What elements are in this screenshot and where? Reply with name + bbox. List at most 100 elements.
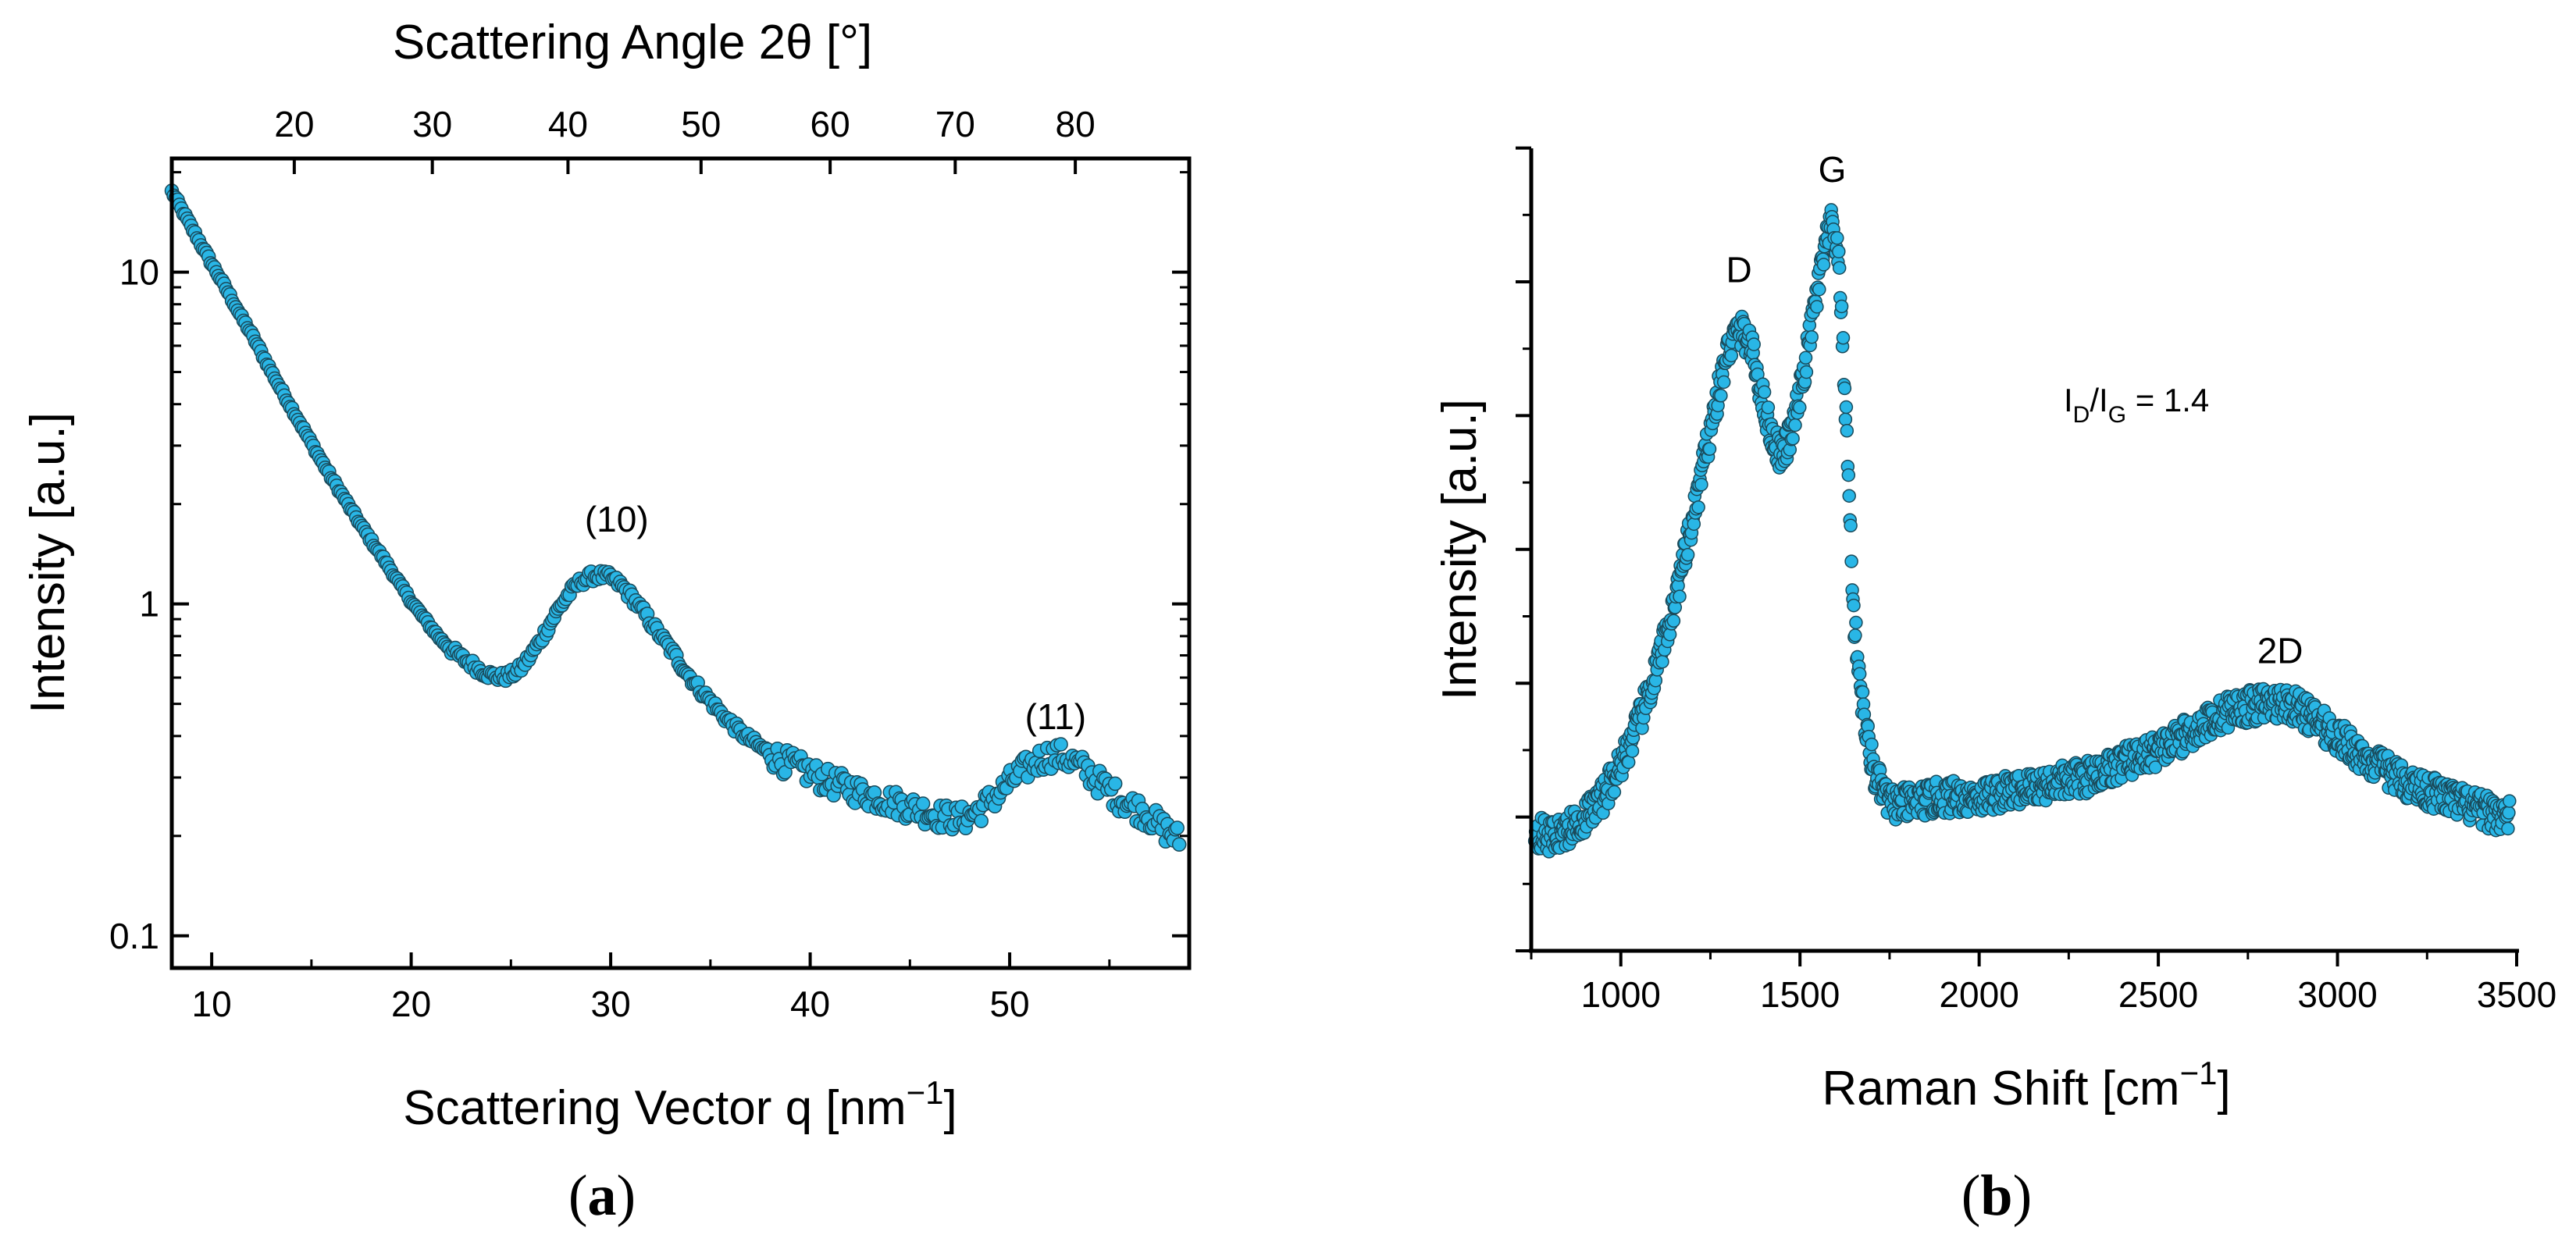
panel-a-top-tick-label: 30 <box>412 104 452 144</box>
panel-b-data-point <box>2502 806 2516 820</box>
panel-a-x-axis-label-sup: −1 <box>907 1074 944 1111</box>
panel-b-data-point <box>1680 547 1695 562</box>
panel-b-data-point <box>1666 614 1681 628</box>
panel-b-x-tick-label: 1000 <box>1581 974 1661 1015</box>
panel-b-data-point <box>1830 231 1844 245</box>
annotation-peak-10: (10) <box>585 499 649 539</box>
annotation-2d-band: 2D <box>2257 631 2303 671</box>
panel-a-top-tick-label: 70 <box>935 104 975 144</box>
panel-b-data-point <box>1673 589 1687 603</box>
panel-b-data-point <box>1625 744 1640 758</box>
panel-b-data-point <box>1691 500 1705 514</box>
panel-b-data-point <box>1757 385 1772 400</box>
annotation-peak-11: (11) <box>1025 696 1086 737</box>
panel-b-data-point <box>1694 477 1708 492</box>
ratio-label-slash: / <box>2090 382 2099 418</box>
panel-b-data-point <box>1702 442 1717 456</box>
panel-b-data-point <box>1716 375 1731 390</box>
panel-b-data-point <box>1786 432 1800 446</box>
panel-b-data-point <box>1798 351 1813 365</box>
panel-a-x-tick-label: 30 <box>590 984 630 1024</box>
panel-b-data-point <box>1844 554 1858 568</box>
caption-b-letter: b <box>1980 1164 2012 1228</box>
panel-b-data-point <box>1816 258 1831 272</box>
panel-a-plot-frame <box>169 156 1192 970</box>
panel-a-y-tick-label: 1 <box>139 584 159 625</box>
panel-b-data-point <box>2501 821 2515 836</box>
panel-b-x-tick-label: 3500 <box>2477 974 2556 1015</box>
caption-b: (b) <box>1961 1164 2032 1228</box>
panel-b-y-axis-label: Intensity [a.u.] <box>1433 399 1487 700</box>
panel-b-data-point <box>1832 244 1846 258</box>
panel-a-x-axis-label: Scattering Vector q [nm−1] <box>403 1074 957 1135</box>
panel-b-data-point <box>1793 400 1807 415</box>
caption-a: (a) <box>568 1164 636 1228</box>
annotation-d-band: D <box>1726 249 1752 290</box>
panel-a-data-point <box>1171 837 1187 852</box>
panel-a-y-tick-label: 10 <box>119 252 159 293</box>
panel-b: 1000 1500 2000 2500 3000 3500 Raman Shift [cm… <box>1433 146 2556 1116</box>
ratio-label-sub-d: D <box>2073 402 2090 428</box>
panel-b-data-point <box>1761 400 1776 415</box>
panel-b-data-point <box>1837 381 1852 396</box>
panel-b-data-point <box>1607 785 1622 799</box>
ratio-label-i1: I <box>2064 382 2073 418</box>
caption-b-open: ( <box>1961 1164 1981 1228</box>
panel-b-data-points <box>1527 203 2517 859</box>
caption-a-open: ( <box>568 1164 588 1228</box>
panel-b-x-axis-label-main: Raman Shift [cm <box>1822 1062 2179 1116</box>
panel-a-x-tick-label: 40 <box>790 984 830 1024</box>
panel-a-x-axis-label-end: ] <box>944 1081 957 1135</box>
panel-b-data-point <box>1687 517 1701 531</box>
panel-b-x-axis-label: Raman Shift [cm−1] <box>1822 1055 2230 1116</box>
panel-b-data-point <box>1812 282 1826 297</box>
panel-b-x-tick-label: 2500 <box>2118 974 2198 1015</box>
panel-b-data-point <box>1810 300 1824 314</box>
panel-a-data-point <box>1107 776 1123 792</box>
panel-a-y-tick-label: 0.1 <box>109 916 159 956</box>
panel-b-data-point <box>1847 598 1861 613</box>
panel-a-data-point <box>1170 820 1185 835</box>
panel-b-data-point <box>1841 468 1856 482</box>
caption-b-close: ) <box>2013 1164 2033 1228</box>
panel-b-x-tick-label: 2000 <box>1939 974 2018 1015</box>
panel-a-x-tick-label: 20 <box>391 984 431 1024</box>
panel-b-data-point <box>1714 389 1728 403</box>
panel-b-data-point <box>1839 400 1854 415</box>
panel-b-data-point <box>1805 329 1819 344</box>
ratio-label-i2: I <box>2099 382 2108 418</box>
panel-b-x-axis-label-sup: −1 <box>2180 1055 2218 1091</box>
ratio-label: ID/IG = 1.4 <box>2064 382 2209 428</box>
panel-a-x-tick-label: 50 <box>989 984 1029 1024</box>
panel-b-data-point <box>1838 412 1853 426</box>
panel-a-y-axis-label: Intensity [a.u.] <box>21 412 75 714</box>
panel-b-data-point <box>1799 365 1814 379</box>
panel-b-data-point <box>1848 628 1862 642</box>
panel-b-data-point <box>1855 685 1870 699</box>
panel-a-x-axis-label-main: Scattering Vector q [nm <box>403 1081 906 1135</box>
panel-b-data-point <box>1788 418 1802 432</box>
panel-a-ticks: 10 20 30 40 50 20 30 40 50 60 70 80 0.1 1 10 <box>109 104 1189 1024</box>
ratio-label-value: = 1.4 <box>2126 382 2209 418</box>
panel-a-data-point <box>974 813 989 828</box>
panel-a-top-tick-label: 40 <box>548 104 588 144</box>
annotation-g-band: G <box>1819 149 1847 190</box>
panel-b-ticks: 1000 1500 2000 2500 3000 3500 <box>1516 146 2556 1015</box>
panel-a-top-axis-label: Scattering Angle 2θ [°] <box>393 16 872 69</box>
panel-b-x-tick-label: 1500 <box>1760 974 1840 1015</box>
panel-b-data-point <box>1836 331 1851 345</box>
panel-a-top-tick-label: 20 <box>274 104 314 144</box>
panel-b-data-point <box>1747 337 1761 351</box>
panel-b-data-point <box>1852 667 1867 681</box>
panel-a-x-tick-label: 10 <box>192 984 232 1024</box>
panel-b-data-point <box>2148 760 2163 774</box>
panel-b-data-point <box>1724 348 1739 363</box>
panel-b-x-tick-label: 3000 <box>2297 974 2377 1015</box>
panel-a-data-points <box>164 183 1187 852</box>
panel-a-top-tick-label: 80 <box>1056 104 1096 144</box>
panel-a: 10 20 30 40 50 20 30 40 50 60 70 80 0.1 1 10 Scatterin… <box>21 16 1192 1135</box>
panel-b-data-point <box>1655 654 1669 669</box>
panel-b-data-point <box>1842 489 1856 503</box>
panel-a-top-tick-label: 60 <box>811 104 850 144</box>
